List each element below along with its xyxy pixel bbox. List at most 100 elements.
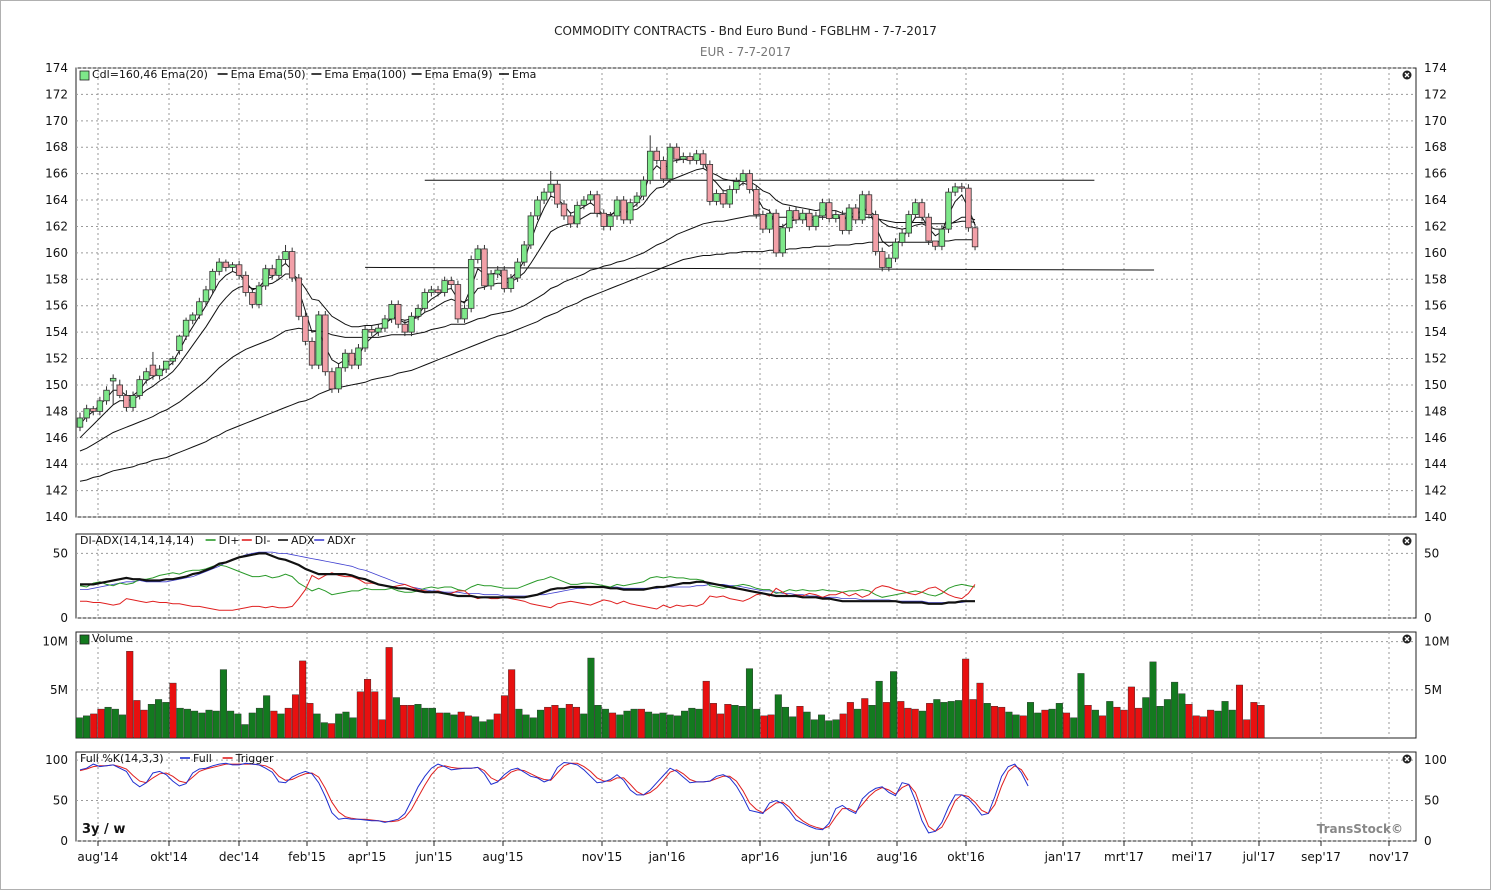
- candle-body: [514, 261, 521, 279]
- candle-body: [753, 189, 760, 215]
- volume-bar: [681, 710, 689, 739]
- candle-body: [156, 368, 163, 377]
- support-trendline: [365, 266, 1155, 271]
- volume-bar: [1106, 701, 1114, 739]
- volume-bar: [371, 691, 379, 739]
- volume-bar: [594, 705, 602, 739]
- volume-bar: [277, 713, 285, 739]
- candle-body: [143, 371, 150, 381]
- candle-body: [494, 269, 501, 275]
- candle-body: [481, 248, 488, 287]
- volume-bar: [428, 707, 436, 739]
- price-ytick-right: 144: [1424, 457, 1447, 471]
- volume-bar: [1214, 710, 1222, 739]
- candle-body: [713, 193, 720, 202]
- volume-bar: [558, 707, 566, 739]
- volume-bar: [717, 713, 725, 739]
- candle-body: [825, 202, 833, 219]
- volume-bar: [846, 702, 854, 739]
- candle-body: [932, 240, 939, 247]
- candle-body: [898, 232, 906, 243]
- volume-bar: [162, 702, 170, 739]
- volume-bar: [1070, 717, 1078, 739]
- volume-bar: [536, 709, 544, 739]
- volume-bar: [500, 695, 508, 739]
- volume-bar: [140, 709, 148, 739]
- volume-bar: [976, 682, 984, 739]
- candle-body: [945, 191, 952, 230]
- price-ytick-left: 156: [45, 299, 68, 313]
- volume-bar: [212, 710, 220, 739]
- candle-body: [885, 257, 893, 268]
- volume-bar: [378, 719, 386, 739]
- volume-bar: [897, 701, 905, 739]
- volume-bar: [998, 706, 1006, 739]
- volume-bar: [83, 715, 91, 739]
- volume-bar: [983, 703, 991, 739]
- volume-bar: [320, 722, 328, 739]
- x-tick-label: mei'17: [1172, 850, 1213, 864]
- candle-body: [507, 277, 515, 289]
- volume-bar: [1048, 708, 1056, 739]
- candle-body: [361, 329, 369, 349]
- volume-bar: [673, 715, 681, 739]
- price-ytick-left: 168: [45, 140, 68, 154]
- volume-bar: [1163, 699, 1171, 739]
- candle-body: [746, 173, 753, 190]
- volume-bar: [688, 707, 696, 739]
- dmi-ytick-right: 0: [1424, 611, 1432, 625]
- volume-bar: [738, 706, 746, 739]
- candle-body: [255, 285, 263, 305]
- candle-body: [540, 191, 548, 201]
- candle-body: [534, 199, 541, 217]
- volume-bar: [515, 708, 523, 739]
- volume-bar: [904, 707, 912, 739]
- volume-bar: [385, 647, 393, 739]
- x-tick-label: nov'17: [1369, 850, 1410, 864]
- ema100-line: [79, 239, 975, 482]
- candle-body: [666, 146, 674, 180]
- stochastic-full-line: [79, 761, 1029, 834]
- price-close-icon-cross: [1404, 72, 1410, 78]
- volume-bar: [731, 705, 739, 739]
- volume-bar: [183, 708, 191, 739]
- x-tick-label: feb'15: [288, 850, 326, 864]
- volume-bar: [1120, 709, 1128, 739]
- price-ytick-right: 166: [1424, 167, 1447, 181]
- volume-bar: [450, 714, 458, 739]
- x-tick-label: dec'14: [219, 850, 259, 864]
- price-ytick-right: 174: [1424, 61, 1447, 75]
- volume-bar: [284, 707, 292, 739]
- stochastic-trigger-line: [79, 762, 1029, 832]
- candle-body: [196, 301, 203, 316]
- candle-body: [792, 210, 800, 221]
- candle-body: [859, 194, 866, 221]
- candle-body: [235, 264, 243, 276]
- candle-body: [839, 214, 846, 231]
- price-ytick-left: 166: [45, 167, 68, 181]
- price-ytick-right: 172: [1424, 87, 1447, 101]
- candle-body: [640, 179, 647, 197]
- volume-bar: [234, 713, 242, 739]
- candle-body: [567, 215, 574, 225]
- x-tick-label: apr'16: [741, 850, 779, 864]
- dmi-ytick-right: 50: [1424, 546, 1439, 560]
- volume-bar: [940, 702, 948, 739]
- volume-bar: [1156, 706, 1164, 739]
- volume-bar: [803, 711, 811, 739]
- dmi-diminus-line: [80, 572, 976, 611]
- volume-bar: [198, 712, 206, 739]
- volume-bar: [291, 694, 299, 739]
- volume-legend-swatch: [79, 634, 90, 645]
- candle-body: [527, 215, 535, 246]
- volume-bar: [443, 712, 451, 739]
- candle-body: [733, 181, 740, 190]
- price-ytick-left: 152: [45, 352, 68, 366]
- volume-bar: [169, 682, 177, 739]
- dmi-legend-text: DI+: [219, 534, 240, 547]
- candle-body: [726, 189, 733, 205]
- candle-body: [302, 315, 309, 342]
- stochastic-ytick-left: 100: [45, 753, 68, 767]
- candle-body: [441, 280, 448, 293]
